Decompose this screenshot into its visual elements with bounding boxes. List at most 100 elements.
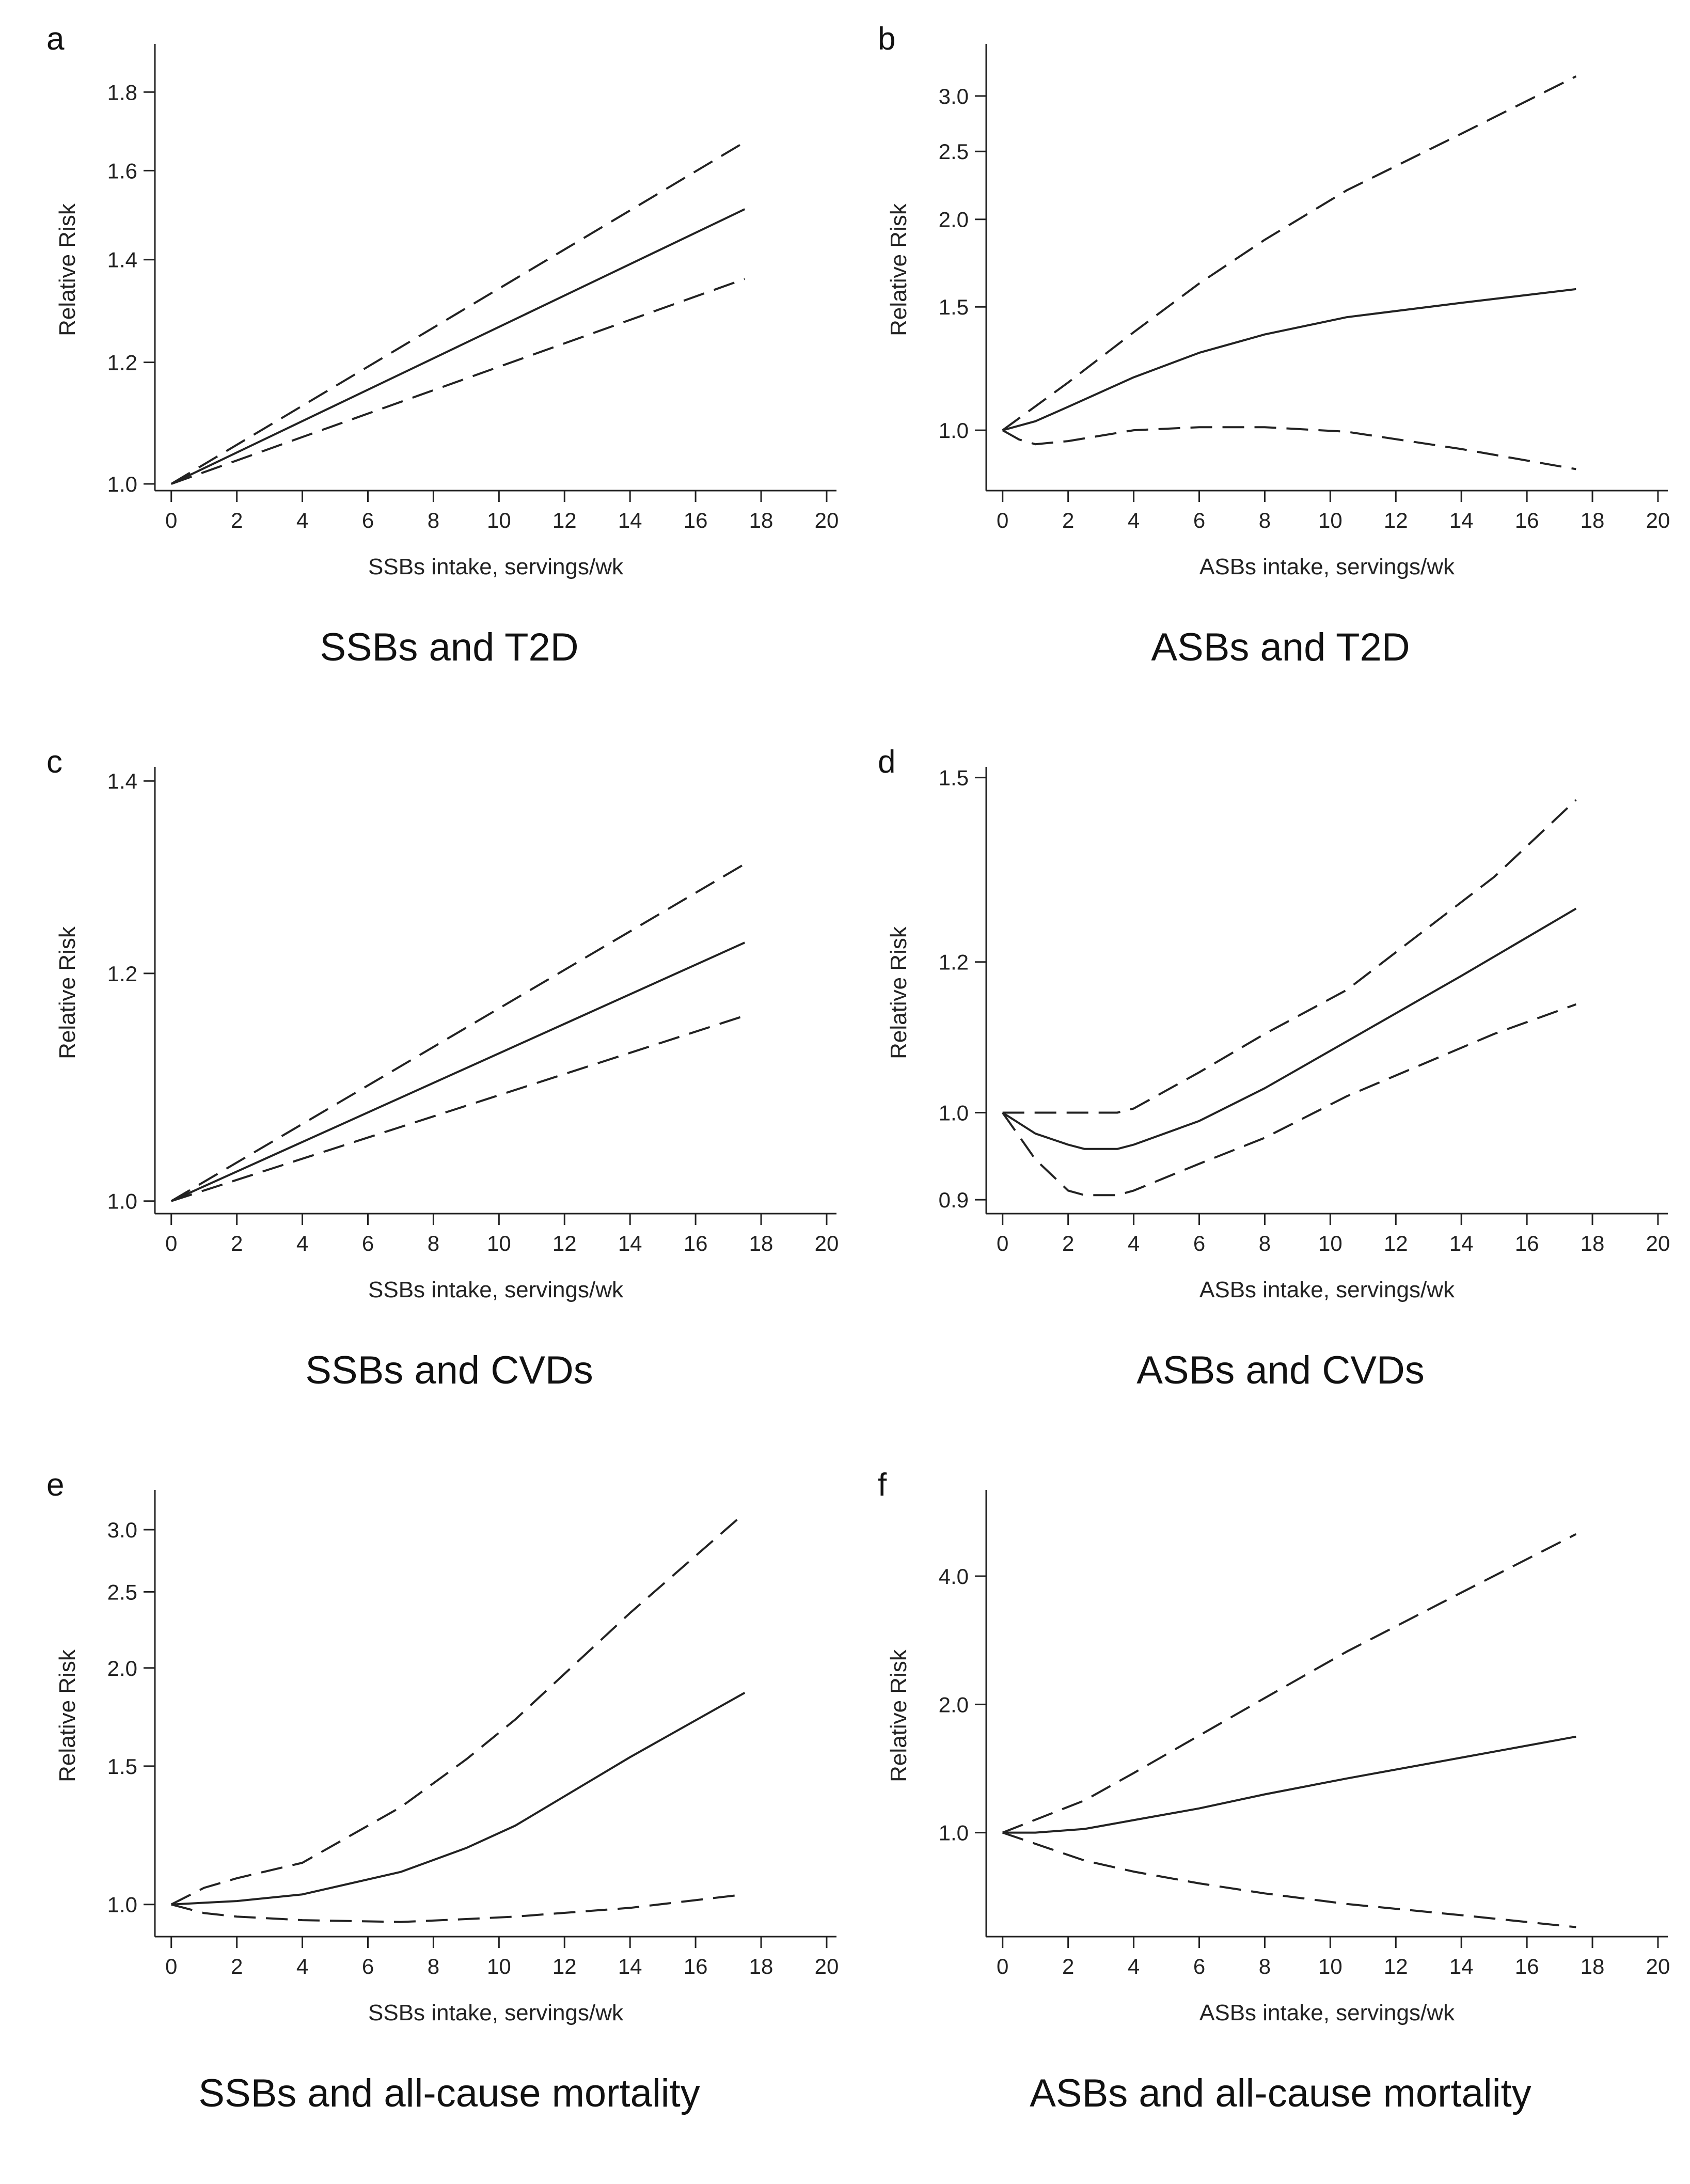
x-tick-label: 4 [1128, 1954, 1140, 1978]
x-tick-label: 6 [362, 1231, 374, 1255]
chart-ssbs-cvds: 0 2 4 6 8 10 12 14 16 18 20 1.0 1.2 1.4 SSBs intake, s… [55, 767, 839, 1302]
x-tick-label: 20 [1646, 1954, 1670, 1978]
estimate-line [170, 208, 746, 485]
x-tick-label: 20 [815, 508, 839, 532]
y-tick-label: 0.9 [939, 1188, 969, 1212]
x-tick-label: 2 [231, 1954, 243, 1978]
x-tick-label: 0 [165, 1954, 177, 1978]
lower-ci-line [1002, 1003, 1576, 1197]
panel-e: e 0 2 4 6 8 10 12 14 16 18 20 1.0 1.5 2.0 2.5 3.0 SSBs i… [46, 1467, 852, 2138]
y-tick-label: 1.0 [939, 1821, 969, 1845]
y-tick-label: 1.2 [939, 950, 969, 975]
x-tick-label: 14 [618, 508, 642, 532]
y-tick-label: 3.0 [939, 84, 969, 108]
x-tick-label: 8 [1259, 1954, 1271, 1978]
x-tick-label: 6 [1193, 508, 1205, 532]
x-tick-label: 6 [1193, 1954, 1205, 1978]
x-axis-title: ASBs intake, servings/wk [1199, 2000, 1455, 2025]
y-tick-label: 2.0 [939, 1692, 969, 1717]
x-tick-label: 10 [1318, 1954, 1342, 1978]
upper-ci-line [1002, 799, 1577, 1114]
y-tick-label: 1.0 [939, 418, 969, 443]
x-tick-label: 12 [552, 508, 577, 532]
panel-letter: a [46, 21, 65, 57]
chart-caption: ASBs and all-cause mortality [1030, 2071, 1531, 2115]
x-tick-label: 12 [552, 1231, 577, 1255]
x-tick-label: 14 [1449, 1231, 1474, 1255]
x-tick-label: 2 [1062, 1954, 1074, 1978]
panel-c: c 0 2 4 6 8 10 12 14 16 18 20 1.0 1.2 1.4 SSBs intake,… [46, 744, 852, 1415]
estimate-line [171, 1691, 746, 1906]
x-tick-label: 0 [165, 508, 177, 532]
x-tick-label: 0 [997, 1954, 1008, 1978]
estimate-line [1002, 288, 1576, 432]
x-tick-label: 2 [231, 508, 243, 532]
y-tick-label: 3.0 [107, 1518, 137, 1542]
chart-caption: SSBs and T2D [320, 625, 579, 669]
x-axis-title: SSBs intake, servings/wk [368, 1277, 624, 1302]
y-axis-title: Relative Risk [55, 203, 80, 336]
lower-ci-line [171, 1014, 745, 1202]
y-tick-label: 1.5 [939, 766, 969, 790]
upper-ci-line [170, 863, 746, 1202]
x-tick-label: 4 [296, 508, 308, 532]
panel-f: f 0 2 4 6 8 10 12 14 16 18 20 1.0 2.0 4.0 ASBs intake,… [878, 1467, 1683, 2138]
x-tick-label: 18 [749, 1231, 773, 1255]
panel-b: b 0 2 4 6 8 10 12 14 16 18 20 1.0 1.5 2.0 2.5 3.0 ASBs i… [878, 21, 1683, 692]
y-tick-label: 1.2 [107, 351, 137, 375]
x-tick-label: 12 [552, 1954, 577, 1978]
x-tick-label: 2 [1062, 1231, 1074, 1255]
x-tick-label: 0 [997, 508, 1008, 532]
chart-caption: SSBs and CVDs [305, 1348, 593, 1392]
x-tick-label: 0 [997, 1231, 1008, 1255]
x-tick-label: 0 [165, 1231, 177, 1255]
y-tick-label: 2.0 [107, 1656, 137, 1680]
x-tick-label: 20 [815, 1231, 839, 1255]
x-tick-label: 12 [1384, 1231, 1408, 1255]
y-tick-label: 1.5 [107, 1754, 137, 1779]
y-tick-label: 1.0 [939, 1101, 969, 1125]
x-axis-title: SSBs intake, servings/wk [368, 2000, 624, 2025]
panel-letter: e [46, 1467, 65, 1503]
y-tick-label: 1.0 [107, 472, 137, 496]
y-axis-title: Relative Risk [886, 1649, 911, 1782]
x-tick-label: 4 [296, 1231, 308, 1255]
y-tick-label: 1.4 [107, 769, 137, 793]
panel-letter: d [878, 744, 896, 780]
lower-ci-line [171, 278, 745, 485]
x-tick-label: 16 [684, 1954, 708, 1978]
x-tick-label: 8 [1259, 508, 1271, 532]
x-tick-label: 10 [1318, 508, 1342, 532]
y-tick-label: 1.2 [107, 962, 137, 986]
estimate-line [170, 941, 746, 1202]
panel-letter: f [878, 1467, 887, 1503]
y-tick-label: 2.5 [107, 1580, 137, 1604]
x-tick-label: 8 [428, 508, 439, 532]
chart-ssbs-t2d: 0 2 4 6 8 10 12 14 16 18 20 1.0 1.2 1.4 1.6 1.8 SSBs int… [55, 44, 839, 579]
x-tick-label: 4 [1128, 508, 1140, 532]
x-tick-label: 10 [1318, 1231, 1342, 1255]
x-tick-label: 18 [749, 1954, 773, 1978]
x-tick-label: 12 [1384, 508, 1408, 532]
x-tick-label: 2 [1062, 508, 1074, 532]
y-tick-label: 2.5 [939, 139, 969, 164]
x-tick-label: 18 [1581, 1231, 1605, 1255]
x-tick-label: 8 [428, 1954, 439, 1978]
chart-asbs-t2d: 0 2 4 6 8 10 12 14 16 18 20 1.0 1.5 2.0 2.5 3.0 ASBs int… [886, 44, 1670, 579]
upper-ci-line [1002, 1533, 1577, 1834]
x-tick-label: 18 [1581, 1954, 1605, 1978]
x-axis-title: ASBs intake, servings/wk [1199, 1277, 1455, 1302]
y-axis-title: Relative Risk [55, 1649, 80, 1782]
panel-letter: c [46, 744, 62, 780]
y-axis-title: Relative Risk [55, 926, 80, 1059]
x-tick-label: 16 [684, 1231, 708, 1255]
x-tick-label: 16 [1515, 1954, 1539, 1978]
y-tick-label: 1.0 [107, 1189, 137, 1214]
x-tick-label: 14 [618, 1954, 642, 1978]
upper-ci-line [170, 1512, 746, 1906]
x-tick-label: 10 [487, 508, 511, 532]
y-axis-title: Relative Risk [886, 926, 911, 1059]
x-tick-label: 20 [815, 1954, 839, 1978]
x-tick-label: 16 [1515, 508, 1539, 532]
x-tick-label: 20 [1646, 508, 1670, 532]
